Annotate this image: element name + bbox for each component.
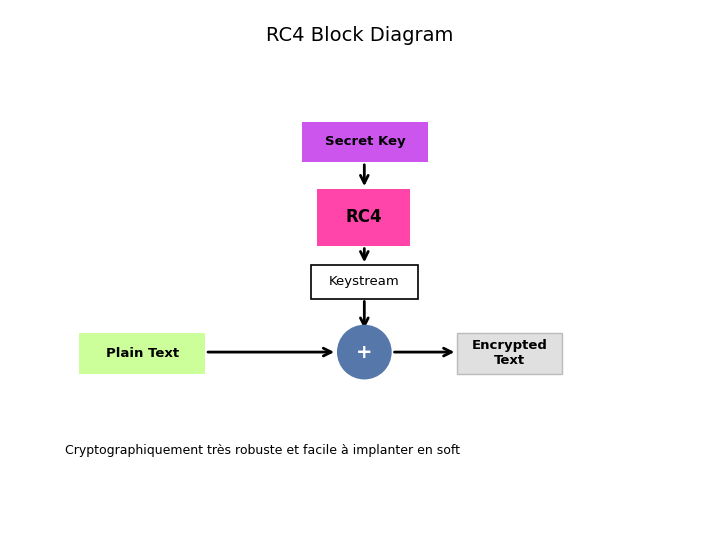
FancyBboxPatch shape — [317, 189, 410, 246]
Text: +: + — [356, 342, 372, 362]
Text: Encrypted
Text: Encrypted Text — [472, 340, 547, 367]
Text: Plain Text: Plain Text — [106, 347, 179, 360]
Text: RC4 Block Diagram: RC4 Block Diagram — [266, 25, 454, 45]
FancyBboxPatch shape — [457, 333, 562, 374]
FancyBboxPatch shape — [302, 122, 428, 162]
Text: Keystream: Keystream — [329, 275, 400, 288]
FancyBboxPatch shape — [79, 333, 205, 374]
FancyBboxPatch shape — [311, 265, 418, 299]
Text: Secret Key: Secret Key — [325, 135, 405, 148]
Text: Cryptographiquement très robuste et facile à implanter en soft: Cryptographiquement très robuste et faci… — [65, 444, 460, 457]
Text: RC4: RC4 — [346, 208, 382, 226]
Ellipse shape — [337, 325, 392, 380]
